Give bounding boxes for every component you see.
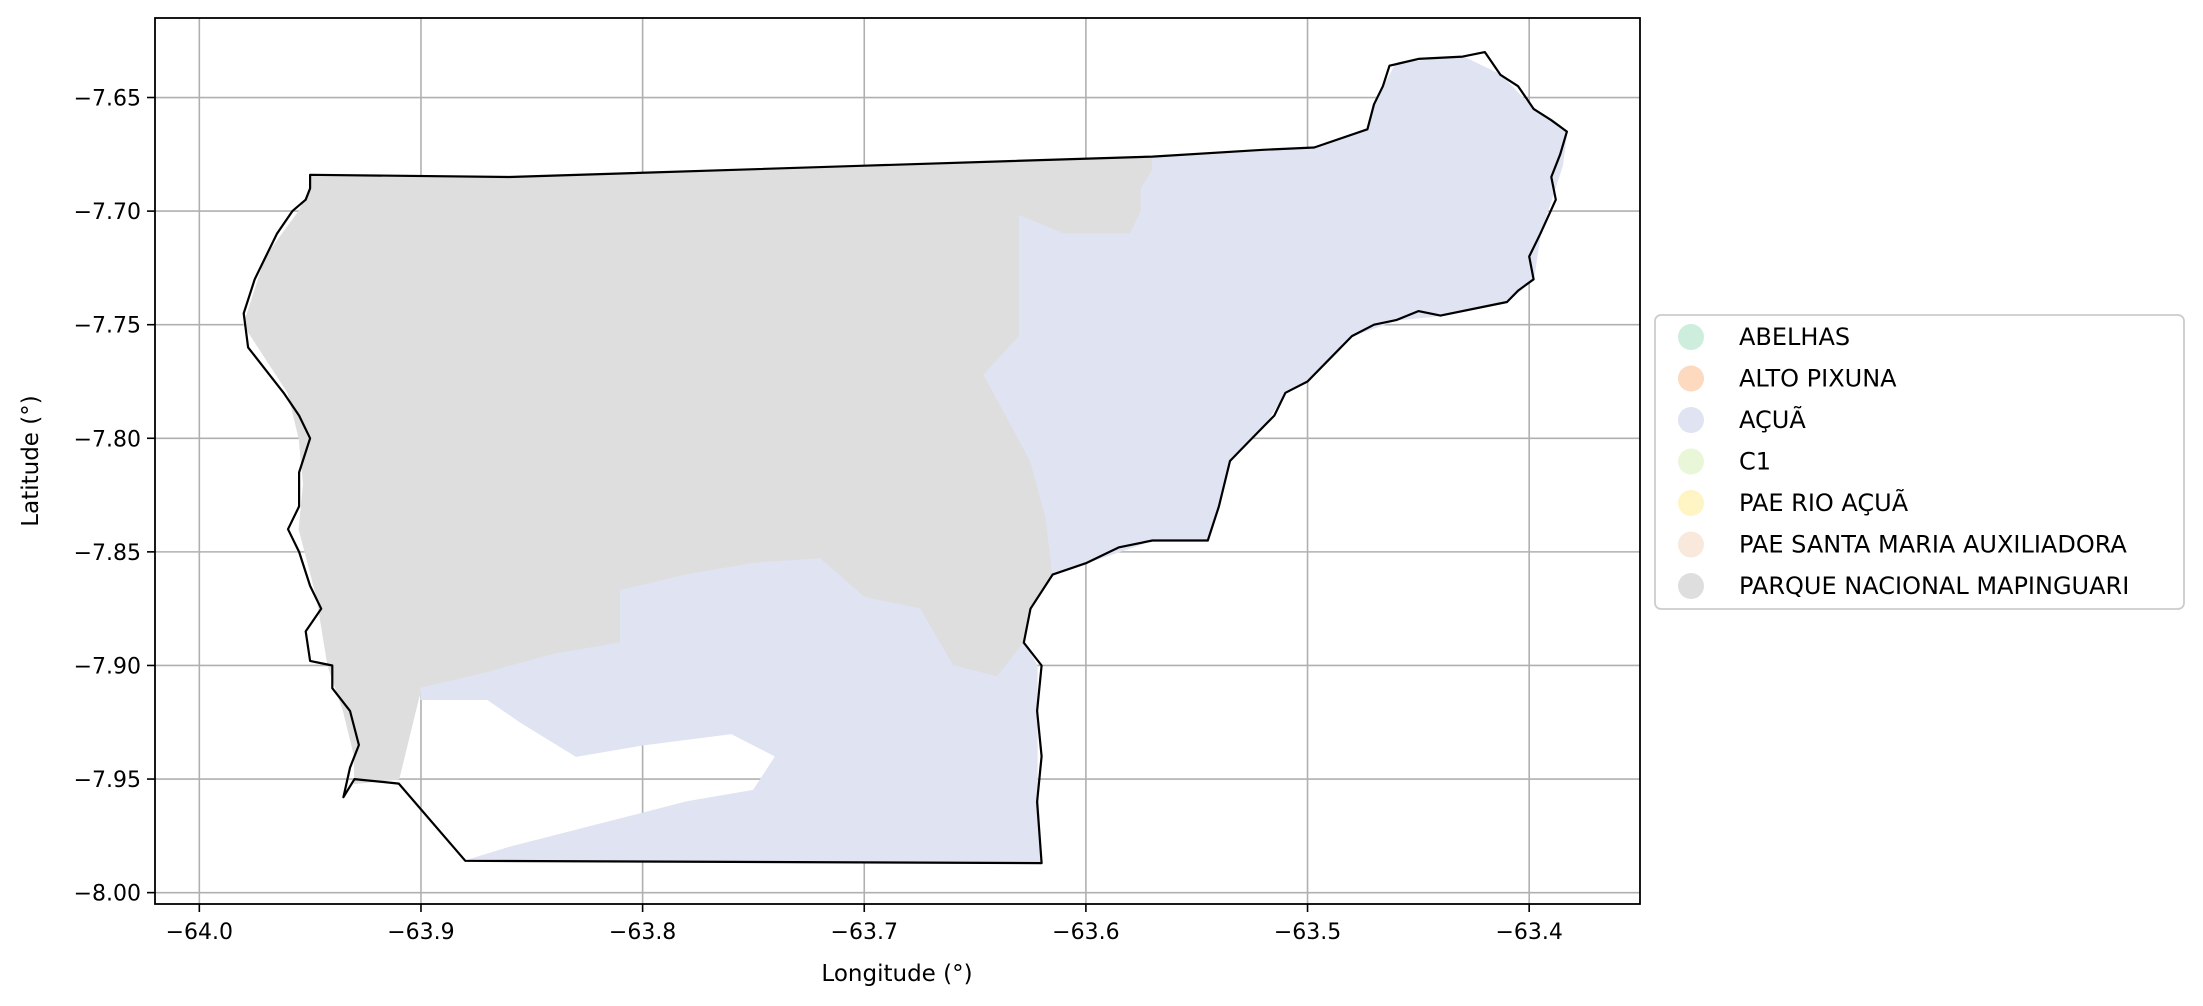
map-boundary [242, 50, 1569, 865]
x-tick-label-3: −63.7 [831, 920, 898, 945]
y-tick-label-0: −7.65 [74, 87, 141, 112]
legend-label-2: AÇUÃ [1739, 404, 1806, 434]
legend-label-3: C1 [1739, 448, 1771, 476]
y-tick-label-6: −7.95 [74, 768, 141, 793]
axes-frame [154, 17, 1641, 905]
y-tick-label-2: −7.75 [74, 314, 141, 339]
x-axis-title: Longitude (°) [821, 961, 972, 987]
legend-marker-6 [1678, 573, 1704, 599]
y-tick-label-3: −7.80 [74, 427, 141, 452]
legend-marker-3 [1678, 448, 1704, 475]
y-tick-label-4: −7.85 [74, 541, 141, 566]
region-1 [983, 56, 1568, 576]
x-axis-ticks: −64.0 −63.9 −63.8 −63.7 −63.6 −63.5 −63.4 [166, 904, 1563, 945]
y-axis-title: Latitude (°) [18, 395, 44, 526]
legend-label-4: PAE RIO AÇUÃ [1739, 487, 1909, 517]
region-2 [420, 558, 1043, 864]
x-tick-label-6: −63.4 [1495, 920, 1562, 945]
x-tick-label-1: −63.9 [387, 920, 454, 945]
legend: ABELHAS ALTO PIXUNA AÇUÃ C1 PAE RIO AÇUÃ PAE … [1654, 314, 2185, 610]
legend-marker-4 [1678, 490, 1704, 516]
legend-label-0: ABELHAS [1739, 323, 1850, 351]
y-tick-label-7: −8.00 [74, 882, 141, 907]
legend-marker-1 [1678, 365, 1704, 392]
legend-label-6: PARQUE NACIONAL MAPINGUARI [1739, 572, 2129, 600]
x-tick-label-2: −63.8 [609, 920, 676, 945]
legend-marker-0 [1678, 324, 1704, 350]
y-tick-label-5: −7.90 [74, 654, 141, 679]
legend-label-5: PAE SANTA MARIA AUXILIADORA [1739, 531, 2127, 559]
x-tick-label-5: −63.5 [1274, 920, 1341, 945]
y-tick-label-1: −7.70 [74, 200, 141, 225]
legend-frame [1654, 314, 2185, 610]
x-tick-label-0: −64.0 [166, 920, 233, 945]
study-area-boundary [242, 50, 1569, 865]
x-tick-label-4: −63.6 [1052, 920, 1119, 945]
legend-marker-2 [1678, 407, 1704, 433]
y-axis-ticks: −7.65 −7.70 −7.75 −7.80 −7.85 −7.90 −7.95 −8.00 [74, 87, 155, 907]
map-regions [243, 56, 1568, 864]
legend-marker-5 [1678, 531, 1704, 558]
legend-label-1: ALTO PIXUNA [1739, 365, 1897, 393]
